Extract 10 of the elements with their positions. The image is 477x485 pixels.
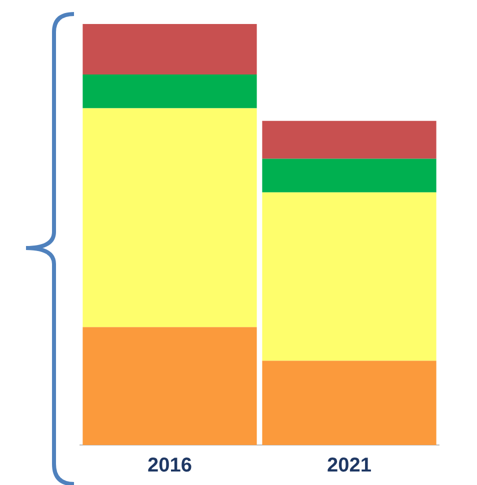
x-tick-label: 2016 <box>148 454 192 477</box>
bar <box>82 74 257 108</box>
bar <box>82 24 257 75</box>
bar <box>82 108 257 328</box>
x-tick-label: 2021 <box>327 454 372 477</box>
bar <box>262 192 436 361</box>
bar <box>262 120 436 159</box>
bar <box>262 360 436 445</box>
bar <box>82 327 257 445</box>
bar <box>262 158 436 192</box>
